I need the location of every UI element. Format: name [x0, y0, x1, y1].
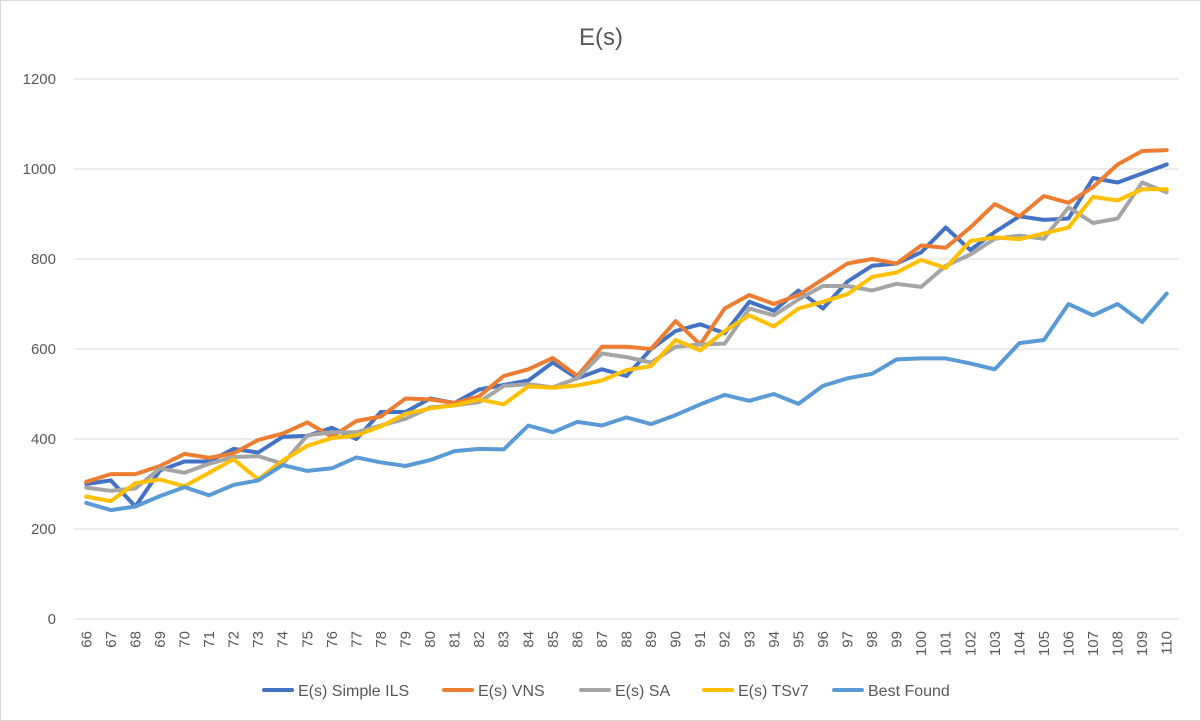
legend: E(s) Simple ILS E(s) VNS E(s) SA E(s) TSv7 B… [262, 683, 950, 700]
x-tick-label: 83 [496, 631, 513, 648]
x-tick-label: 85 [545, 631, 562, 648]
x-tick-label: 110 [1159, 631, 1176, 655]
y-tick-label: 1000 [23, 161, 56, 178]
x-tick-label: 104 [1011, 631, 1028, 656]
x-tick-label: 100 [913, 631, 930, 656]
x-tick-label: 93 [741, 631, 758, 648]
x-tick-label: 87 [594, 631, 611, 648]
series-lines [84, 148, 1169, 513]
x-tick-label: 99 [889, 631, 906, 648]
x-tick-label: 82 [471, 631, 488, 648]
x-tick-label: 97 [840, 631, 857, 648]
x-tick-label: 108 [1110, 631, 1127, 656]
legend-label: E(s) SA [615, 683, 670, 700]
y-tick-label: 1200 [23, 71, 56, 88]
x-tick-label: 84 [520, 631, 537, 648]
x-tick-label: 107 [1085, 631, 1102, 656]
x-tick-label: 79 [398, 631, 415, 648]
series-line-e-s-sa [84, 180, 1169, 493]
x-tick-label: 72 [226, 631, 243, 648]
x-axis-ticks: 66 67 68 69 70 71 72 73 74 75 76 77 78 79 80 81 82 83 84 85… [78, 631, 1175, 656]
x-tick-label: 96 [815, 631, 832, 648]
series-line-e-s-vns [84, 148, 1169, 484]
x-tick-label: 105 [1036, 631, 1053, 656]
x-tick-label: 90 [668, 631, 685, 648]
y-tick-label: 200 [31, 521, 56, 538]
y-tick-label: 800 [31, 251, 56, 268]
x-tick-label: 71 [201, 631, 218, 648]
x-tick-label: 101 [938, 631, 955, 656]
x-tick-label: 102 [962, 631, 979, 656]
x-tick-label: 66 [78, 631, 95, 648]
x-tick-label: 67 [103, 631, 120, 648]
x-tick-label: 74 [275, 631, 292, 648]
x-tick-label: 98 [864, 631, 881, 648]
y-axis-ticks: 0 200 400 600 800 1000 1200 [23, 71, 56, 628]
x-tick-label: 81 [447, 631, 464, 648]
x-tick-label: 80 [422, 631, 439, 648]
x-tick-label: 73 [250, 631, 267, 648]
x-tick-label: 106 [1061, 631, 1078, 656]
x-tick-label: 77 [348, 631, 365, 648]
x-tick-label: 70 [177, 631, 194, 648]
y-tick-label: 0 [48, 611, 56, 628]
legend-label: Best Found [868, 683, 950, 700]
x-tick-label: 103 [987, 631, 1004, 656]
x-tick-label: 91 [692, 631, 709, 648]
legend-label: E(s) TSv7 [738, 683, 809, 700]
x-tick-label: 69 [152, 631, 169, 648]
x-tick-label: 92 [717, 631, 734, 648]
legend-label: E(s) Simple ILS [298, 683, 409, 700]
x-tick-label: 95 [790, 631, 807, 648]
x-tick-label: 88 [619, 631, 636, 648]
y-tick-label: 600 [31, 341, 56, 358]
x-tick-label: 109 [1134, 631, 1151, 656]
y-tick-label: 400 [31, 431, 56, 448]
series-line-best-found [84, 291, 1169, 513]
chart-title: E(s) [579, 24, 623, 51]
x-tick-label: 89 [643, 631, 660, 648]
x-tick-label: 86 [569, 631, 586, 648]
x-tick-label: 94 [766, 631, 783, 648]
x-tick-label: 76 [324, 631, 341, 648]
x-tick-label: 78 [373, 631, 390, 648]
x-tick-label: 68 [127, 631, 144, 648]
x-tick-label: 75 [299, 631, 316, 648]
legend-label: E(s) VNS [478, 683, 545, 700]
